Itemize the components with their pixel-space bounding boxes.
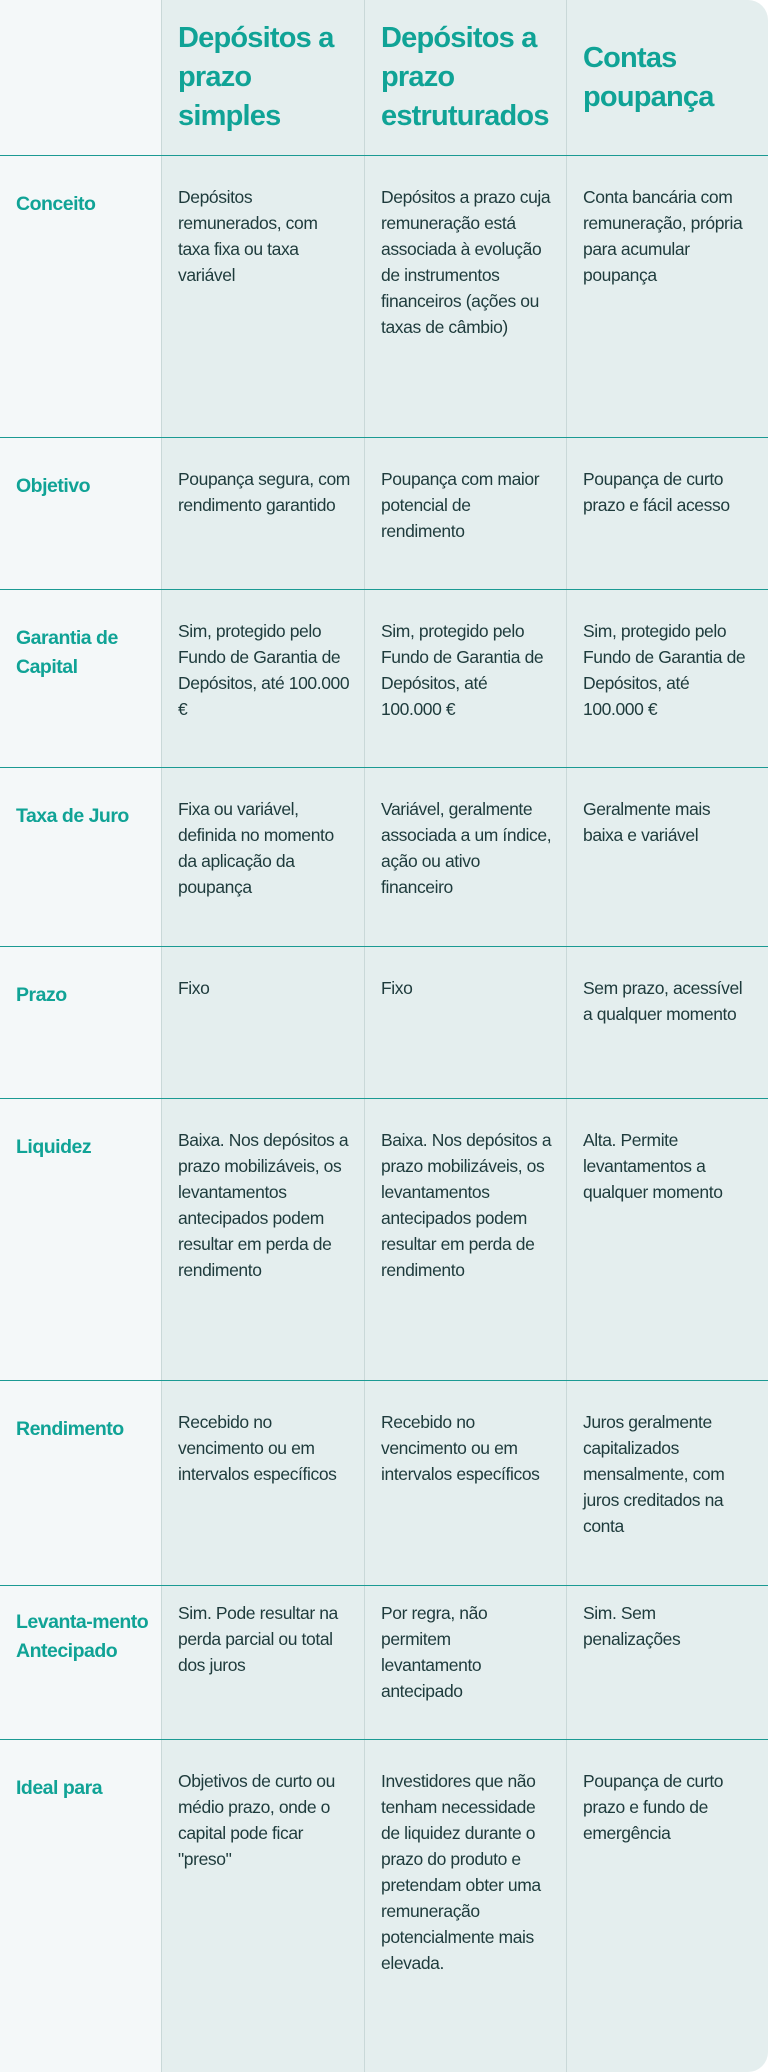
row-label: Rendimento [0, 1381, 161, 1585]
header-empty-cell [0, 0, 161, 155]
table-cell: Poupança com maior potencial de rendimen… [364, 438, 566, 589]
table-row: Taxa de Juro Fixa ou variável, definida n… [0, 768, 768, 947]
table-cell: Objetivos de curto ou médio prazo, onde … [161, 1740, 364, 2072]
table-cell: Sim. Pode resultar na perda parcial ou t… [161, 1586, 364, 1739]
table-cell: Geralmente mais baixa e variável [566, 768, 768, 946]
table-row: Liquidez Baixa. Nos depósitos a prazo mob… [0, 1099, 768, 1381]
table-cell: Poupança de curto prazo e fácil acesso [566, 438, 768, 589]
table-cell: Fixo [364, 947, 566, 1098]
row-label: Garantia de Capital [0, 590, 161, 767]
row-label: Taxa de Juro [0, 768, 161, 946]
table-cell: Sim, protegido pelo Fundo de Garantia de… [364, 590, 566, 767]
row-label: Prazo [0, 947, 161, 1098]
table-cell: Poupança de curto prazo e fundo de emerg… [566, 1740, 768, 2072]
table-row: Garantia de Capital Sim, protegido pelo F… [0, 590, 768, 768]
table-cell: Fixa ou variável, definida no momento da… [161, 768, 364, 946]
table-cell: Conta bancária com remuneração, própria … [566, 156, 768, 437]
table-cell: Sim. Sem penalizações [566, 1586, 768, 1739]
column-header: Contas poupança [566, 0, 768, 155]
table-cell: Por regra, não permitem levantamento ant… [364, 1586, 566, 1739]
table-cell: Fixo [161, 947, 364, 1098]
column-header: Depósitos a prazo estruturados [364, 0, 566, 155]
table-cell: Variável, geralmente associada a um índi… [364, 768, 566, 946]
row-label: Conceito [0, 156, 161, 437]
table-row: Objetivo Poupança segura, com rendimento … [0, 438, 768, 590]
table-cell: Depósitos a prazo cuja remuneração está … [364, 156, 566, 437]
table-row: Conceito Depósitos remunerados, com taxa … [0, 156, 768, 438]
row-label: Ideal para [0, 1740, 161, 2072]
table-cell: Sim, protegido pelo Fundo de Garantia de… [161, 590, 364, 767]
table-cell: Depósitos remunerados, com taxa fixa ou … [161, 156, 364, 437]
table-row: Rendimento Recebido no vencimento ou em i… [0, 1381, 768, 1586]
table-cell: Sem prazo, acessível a qualquer momento [566, 947, 768, 1098]
table-row: Ideal para Objetivos de curto ou médio pr… [0, 1740, 768, 2072]
row-label: Objetivo [0, 438, 161, 589]
table-header-row: Depósitos a prazo simples Depósitos a pr… [0, 0, 768, 156]
table-cell: Baixa. Nos depósitos a prazo mobilizávei… [364, 1099, 566, 1380]
table-row: Prazo Fixo Fixo Sem prazo, acessível a qual… [0, 947, 768, 1099]
table-cell: Recebido no vencimento ou em intervalos … [161, 1381, 364, 1585]
table-cell: Poupança segura, com rendimento garantid… [161, 438, 364, 589]
row-label: Liquidez [0, 1099, 161, 1380]
table-cell: Juros geralmente capitalizados mensalmen… [566, 1381, 768, 1585]
table-row: Levanta-mento Antecipado Sim. Pode result… [0, 1586, 768, 1740]
table-cell: Baixa. Nos depósitos a prazo mobilizávei… [161, 1099, 364, 1380]
table-cell: Sim, protegido pelo Fundo de Garantia de… [566, 590, 768, 767]
table-cell: Recebido no vencimento ou em intervalos … [364, 1381, 566, 1585]
row-label: Levanta-mento Antecipado [0, 1586, 161, 1739]
table-cell: Investidores que não tenham necessidade … [364, 1740, 566, 2072]
table-cell: Alta. Permite levantamentos a qualquer m… [566, 1099, 768, 1380]
column-header: Depósitos a prazo simples [161, 0, 364, 155]
